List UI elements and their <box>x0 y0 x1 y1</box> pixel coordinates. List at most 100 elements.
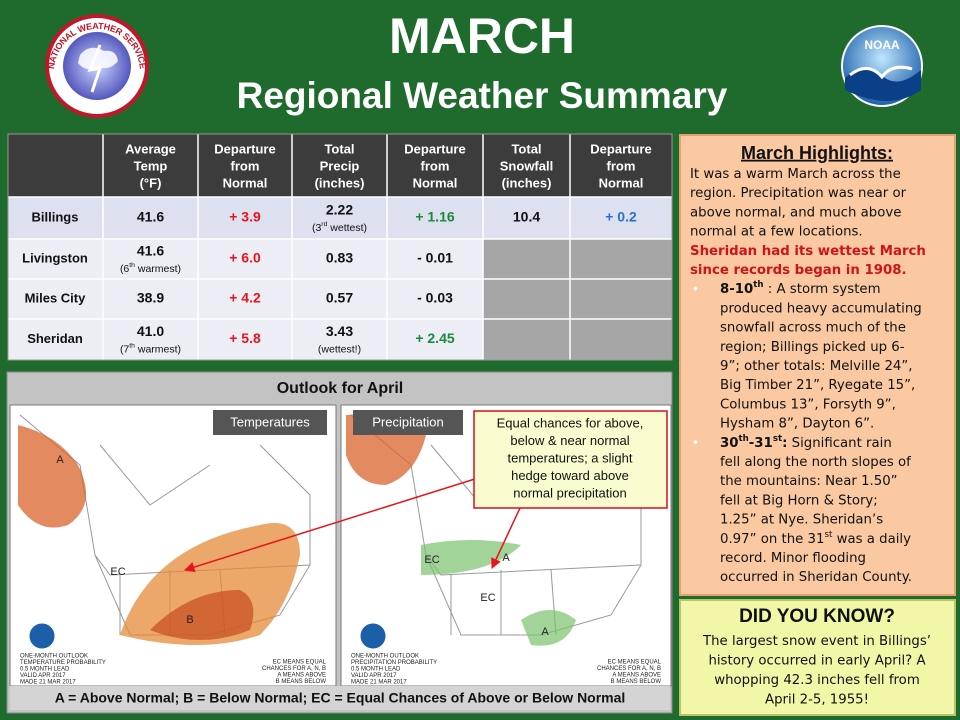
cell-note: (wettest!) <box>318 343 361 355</box>
callout-line: below & near normal <box>510 433 629 448</box>
text-run: was a daily <box>832 532 911 547</box>
text-run: : A storm system <box>764 282 881 297</box>
column-header: Departure <box>214 141 275 156</box>
cell-value: + 5.8 <box>229 330 261 346</box>
cell-value: 38.9 <box>137 290 164 306</box>
subtitle: Regional Weather Summary <box>237 75 728 116</box>
map-footer: TEMPERATURE PROBABILITY <box>20 660 106 666</box>
highlights-title: March Highlights: <box>741 143 893 163</box>
callout-line: temperatures; a slight <box>507 450 632 465</box>
column-header: Snowfall <box>500 158 553 173</box>
highlight-line: fell at Big Horn & Story; <box>720 493 878 508</box>
text-run: 8-10 <box>720 282 753 297</box>
cell-note: (3rd wettest) <box>312 221 367 233</box>
cell-value: + 0.2 <box>605 209 637 225</box>
map-region-label: EC <box>480 592 495 604</box>
text-run: record. Minor flooding <box>720 551 866 566</box>
column-header: Departure <box>404 141 465 156</box>
callout-arrow <box>183 477 479 573</box>
did-you-know-line: whopping 42.3 inches fell from <box>714 673 920 688</box>
highlight-line: It was a warm March across the <box>690 167 901 182</box>
cell-value: 41.6 <box>137 209 164 225</box>
cell-value: 0.83 <box>326 250 353 266</box>
highlight-line: Big Timber 21”, Ryegate 15”, <box>720 378 915 393</box>
station-name: Livingston <box>22 250 88 265</box>
highlight-line: Columbus 13”, Forsyth 9”, <box>720 397 896 412</box>
legend-bar <box>10 686 670 710</box>
column-header: Total <box>324 141 354 156</box>
text-run: (wettest!) <box>318 343 361 355</box>
did-you-know-line: April 2-5, 1955! <box>765 693 869 708</box>
text-run: Sheridan had its wettest March <box>690 244 926 259</box>
text-run: (6 <box>120 263 129 275</box>
noaa-logo-text: NOAA <box>864 38 900 52</box>
highlight-line: since records began in 1908. <box>690 263 907 278</box>
table-border <box>7 133 673 361</box>
map-label: Precipitation <box>372 414 444 429</box>
map-label-box <box>213 410 327 435</box>
map-note: EC MEANS EQUAL <box>273 660 327 666</box>
text-run: th <box>739 433 749 443</box>
text-run: Hysham 8”, Dayton 6”. <box>720 417 874 432</box>
highlight-line: the mountains: Near 1.50” <box>720 474 898 489</box>
probability-area <box>120 523 300 645</box>
text-run: st <box>824 529 832 539</box>
cell-note: (7th warmest) <box>120 343 181 355</box>
map-region-label: EC <box>110 566 125 578</box>
text-run: th <box>129 343 135 350</box>
column-header: Departure <box>590 141 651 156</box>
map-note: A MEANS ABOVE <box>277 673 326 679</box>
text-run: region; Billings picked up 6- <box>720 340 905 355</box>
map-footer: MADE 21 MAR 2017 <box>351 680 407 686</box>
highlight-line: region; Billings picked up 6- <box>720 340 905 355</box>
station-name: Miles City <box>25 290 86 305</box>
content: Average Temp (°F) Departure from Normal Total P… <box>6 133 956 716</box>
text-run: (3 <box>312 222 321 234</box>
cell-value: 41.0 <box>137 323 164 339</box>
text-run: Columbus 13”, Forsyth 9”, <box>720 397 896 412</box>
cell-value: 0.57 <box>326 290 353 306</box>
column-header: Normal <box>599 175 644 190</box>
column-header: from <box>607 158 636 173</box>
cell-value: 41.6 <box>137 243 164 259</box>
noaa-mini-logo <box>28 622 56 650</box>
highlight-line: Hysham 8”, Dayton 6”. <box>720 417 874 432</box>
highlight-line: 1.25” at Nye. Sheridan’s <box>720 513 883 528</box>
legend-text: A = Above Normal; B = Below Normal; EC =… <box>55 690 626 706</box>
text-run: 1.25” at Nye. Sheridan’s <box>720 513 883 528</box>
text-run: Significant rain <box>787 436 891 451</box>
text-run: 9”; other totals: Melville 24”, <box>720 359 913 374</box>
title: MARCH <box>389 8 575 64</box>
column-header: Normal <box>223 175 268 190</box>
highlight-line: 0.97” on the 31st was a daily <box>720 529 911 547</box>
text-run: th <box>129 262 135 269</box>
text-run: region. Precipitation was near or <box>690 186 907 201</box>
highlight-line: 9”; other totals: Melville 24”, <box>720 359 913 374</box>
map-note: A MEANS ABOVE <box>612 673 661 679</box>
cell-note: (6th warmest) <box>120 262 181 274</box>
noaa-logo: NOAA <box>841 25 923 107</box>
station-name: Sheridan <box>27 331 83 346</box>
bullet: • <box>693 434 698 450</box>
text-run: Big Timber 21”, Ryegate 15”, <box>720 378 915 393</box>
text-run: produced heavy accumulating <box>720 301 922 316</box>
cell-value: 10.4 <box>513 209 540 225</box>
column-header: Total <box>511 141 541 156</box>
text-run: since records began in 1908. <box>690 263 907 278</box>
map-note: B MEANS BELOW <box>611 679 662 685</box>
highlights-box <box>679 134 956 596</box>
cell-value: + 6.0 <box>229 250 261 266</box>
highlight-line: 8-10th : A storm system <box>720 280 881 298</box>
text-run: fell along the north slopes of <box>720 455 911 470</box>
cell-value: + 4.2 <box>229 290 261 306</box>
text-run: fell at Big Horn & Story; <box>720 493 878 508</box>
text-run: th <box>753 280 763 290</box>
text-run: -31 <box>749 436 773 451</box>
map-region-label: EC <box>424 554 439 566</box>
highlight-line: record. Minor flooding <box>720 551 866 566</box>
column-header: (°F) <box>140 175 162 190</box>
text-run: wettest) <box>327 222 367 234</box>
cell-value: + 3.9 <box>229 209 261 225</box>
